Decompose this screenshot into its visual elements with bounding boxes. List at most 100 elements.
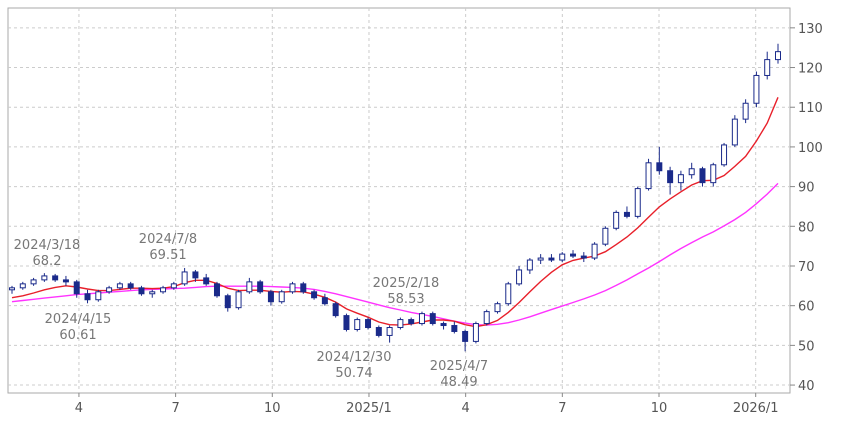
candle-up: [116, 283, 123, 289]
candle-down: [138, 287, 145, 295]
candle-down: [429, 313, 436, 325]
annotation-date: 2024/12/30: [317, 350, 392, 365]
x-tick-label: 10: [264, 401, 281, 416]
candle-up: [764, 59, 771, 76]
annotations: 2024/3/18 68.2 2024/4/15 60.61 2024/7/8 …: [14, 232, 489, 390]
candle-up: [634, 188, 641, 217]
candle-up: [354, 319, 361, 330]
candle-down: [375, 327, 382, 336]
candle-down: [267, 291, 274, 303]
x-tick-label: 7: [558, 401, 566, 416]
y-tick-label: 120: [798, 62, 823, 77]
annotation-value: 50.74: [335, 366, 372, 381]
candle-up: [418, 313, 425, 325]
candle-up: [181, 271, 188, 285]
candle-up: [775, 51, 781, 61]
candle-up: [613, 211, 620, 229]
gridlines: [8, 8, 790, 393]
candle-up: [19, 283, 26, 289]
candle-up: [559, 253, 566, 261]
candle-down: [570, 253, 577, 257]
annotation-date: 2024/3/18: [14, 238, 81, 253]
annotation-value: 48.49: [440, 375, 477, 390]
candle-up: [149, 291, 156, 295]
annotation-value: 58.53: [387, 292, 424, 307]
candle-down: [548, 257, 555, 261]
candle-up: [30, 279, 37, 285]
x-axis-ticks: 4 7 10 2025/1 4 7 10 2026/1: [75, 393, 779, 416]
candle-down: [257, 281, 264, 293]
candle-up: [591, 243, 598, 259]
candle-up: [170, 283, 177, 289]
candle-down: [365, 319, 372, 329]
candle-up: [278, 291, 285, 303]
y-tick-label: 50: [798, 339, 815, 354]
candle-down: [192, 271, 199, 279]
candle-down: [321, 297, 328, 305]
y-tick-label: 70: [798, 260, 815, 275]
y-tick-label: 130: [798, 22, 823, 37]
candle-up: [710, 164, 717, 184]
x-tick-label: 4: [75, 401, 83, 416]
annotation-date: 2024/4/15: [45, 312, 112, 327]
candle-up: [731, 118, 738, 146]
y-tick-label: 60: [798, 300, 815, 315]
plot-area: [7, 7, 791, 394]
candle-down: [224, 295, 231, 309]
y-tick-label: 110: [798, 101, 823, 116]
candle-up: [246, 281, 253, 293]
candle-up: [95, 291, 102, 301]
x-tick-label: 2026/1: [733, 401, 779, 416]
candle-down: [127, 283, 134, 289]
candle-down: [73, 281, 80, 295]
candle-down: [213, 283, 220, 297]
candle-up: [688, 168, 695, 176]
candle-up: [516, 269, 523, 285]
candle-down: [440, 323, 447, 327]
candle-up: [289, 283, 296, 293]
y-tick-label: 40: [798, 379, 815, 394]
annotation-value: 69.51: [149, 248, 186, 263]
candle-up: [386, 327, 393, 336]
candle-up: [677, 174, 684, 184]
candle-up: [41, 275, 48, 281]
candle-down: [580, 255, 587, 259]
annotation-date: 2025/4/7: [430, 359, 488, 374]
candle-down: [84, 293, 91, 301]
candle-up: [645, 162, 652, 190]
candle-down: [203, 277, 210, 285]
candle-up: [397, 319, 404, 329]
candle-down: [462, 330, 469, 342]
y-axis-ticks: 40 50 60 70 80 90 100 110 120 130: [790, 22, 823, 394]
candle-up: [537, 257, 544, 261]
y-tick-label: 90: [798, 181, 815, 196]
y-tick-label: 100: [798, 141, 823, 156]
candle-up: [160, 287, 167, 293]
candle-up: [602, 227, 609, 245]
candle-down: [62, 279, 69, 283]
annotation-value: 60.61: [59, 328, 96, 343]
x-tick-label: 4: [462, 401, 470, 416]
candle-up: [472, 323, 479, 342]
candle-down: [52, 275, 59, 281]
candle-down: [699, 168, 706, 184]
candle-down: [332, 303, 339, 317]
candle-down: [300, 283, 307, 293]
annotation-value: 68.2: [33, 254, 62, 269]
candle-up: [494, 303, 501, 313]
x-tick-label: 7: [171, 401, 179, 416]
annotation-date: 2024/7/8: [139, 232, 197, 247]
annotation-date: 2025/2/18: [373, 276, 440, 291]
candle-up: [742, 102, 749, 120]
candle-down: [311, 291, 318, 299]
candle-up: [505, 283, 512, 305]
candle-down: [408, 319, 415, 325]
candle-up: [526, 259, 533, 271]
candle-up: [9, 287, 15, 291]
candle-down: [667, 170, 674, 184]
candle-down: [451, 325, 458, 332]
candles: [9, 43, 781, 352]
candle-up: [721, 144, 728, 166]
x-tick-label: 10: [651, 401, 668, 416]
